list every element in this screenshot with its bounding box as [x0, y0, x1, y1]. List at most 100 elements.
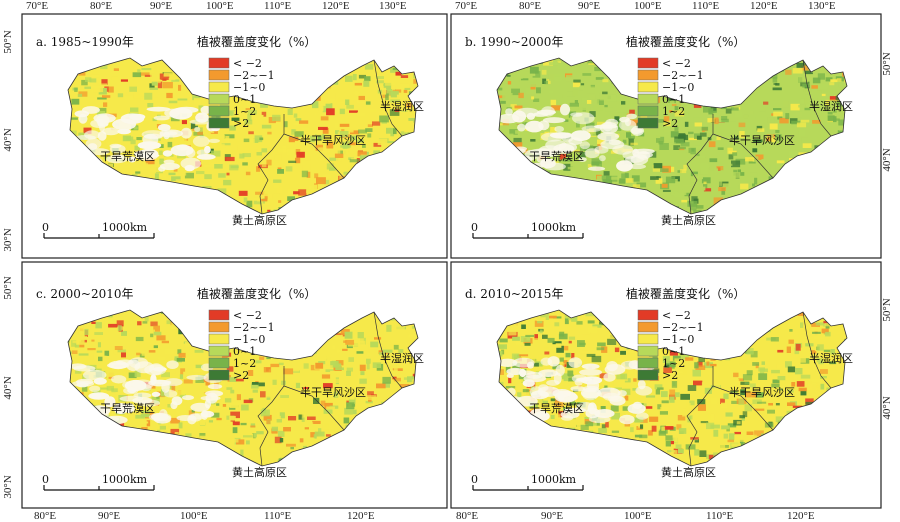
legend-swatch [208, 309, 230, 321]
lon-label: 130°E [379, 0, 407, 12]
lat-label: 50°N [2, 276, 14, 299]
legend-swatch [208, 93, 230, 105]
scale-bar: 0 1000km [42, 473, 155, 491]
panel-title: c. 2000~2010年 [36, 287, 133, 301]
lon-label: 100°E [624, 510, 652, 522]
legend-swatch [637, 81, 659, 93]
legend-label: −2~−1 [662, 69, 704, 82]
legend-label: < −2 [662, 57, 691, 70]
legend-swatch [208, 321, 230, 333]
region-label-arid: 干旱荒漠区 [100, 402, 155, 415]
legend-label: −1~0 [662, 81, 694, 94]
lon-label: 100°E [206, 0, 234, 12]
lon-label: 80°E [456, 510, 478, 522]
legend: 植被覆盖度变化（%） < −2−2~−1−1~00~11~2>2 [197, 286, 316, 382]
legend-label: 0~1 [662, 93, 685, 106]
region-label-semi-arid: 半干旱风沙区 [729, 133, 795, 147]
scale-end: 1000km [531, 221, 577, 234]
region-label-loess: 黄土高原区 [661, 213, 716, 227]
legend-label: >2 [662, 369, 678, 382]
lon-label: 80°E [34, 510, 56, 522]
scale-bar: 0 1000km [42, 221, 155, 239]
legend-swatch [637, 117, 659, 129]
region-label-loess: 黄土高原区 [232, 465, 287, 479]
lon-label: 120°E [322, 0, 350, 12]
legend-label: 0~1 [233, 345, 256, 358]
legend: 植被覆盖度变化（%） < −2−2~−1−1~00~11~2>2 [626, 286, 745, 382]
legend-label: < −2 [233, 57, 262, 70]
subregion-border [712, 133, 774, 179]
legend-label: −2~−1 [233, 321, 275, 334]
lat-label: 30°N [2, 228, 14, 251]
lon-label: 110°E [264, 510, 291, 522]
subregion-border [802, 59, 832, 137]
legend-label: 0~1 [233, 93, 256, 106]
legend-swatch [208, 57, 230, 69]
region-label-loess: 黄土高原区 [232, 213, 287, 227]
scale-end: 1000km [102, 473, 148, 486]
lon-label: 90°E [578, 0, 600, 12]
scale-start: 0 [42, 221, 49, 234]
left-latitude-labels: 50°N 40°N 30°N 50°N 40°N 30°N [2, 30, 14, 498]
legend-swatch [637, 105, 659, 117]
legend-swatch [208, 369, 230, 381]
legend-swatch [637, 309, 659, 321]
legend: 植被覆盖度变化（%） < −2−2~−1−1~00~11~2>2 [197, 34, 316, 130]
subregion-border [373, 311, 403, 389]
lon-label: 90°E [98, 510, 120, 522]
legend-title: 植被覆盖度变化（%） [197, 286, 316, 301]
region-label-semi-humid: 半湿润区 [809, 99, 853, 113]
scale-end: 1000km [102, 221, 148, 234]
region-label-arid: 干旱荒漠区 [529, 402, 584, 415]
legend-label: −2~−1 [233, 69, 275, 82]
lon-label: 130°E [808, 0, 836, 12]
subregion-border [373, 59, 403, 137]
region-label-loess: 黄土高原区 [661, 465, 716, 479]
lat-label: 50°N [881, 52, 893, 75]
scale-start: 0 [471, 221, 478, 234]
lon-label: 90°E [150, 0, 172, 12]
legend-label: 0~1 [662, 345, 685, 358]
legend: 植被覆盖度变化（%） < −2−2~−1−1~00~11~2>2 [626, 34, 745, 130]
right-latitude-labels: 50°N 40°N 50°N 40°N [881, 52, 893, 419]
legend-label: 1~2 [233, 357, 256, 370]
map-panels: a. 1985~1990年干旱荒漠区半干旱风沙区黄土高原区半湿润区植被覆盖度变化… [21, 13, 882, 509]
legend-label: < −2 [233, 309, 262, 322]
bottom-longitude-labels: 80°E 90°E 100°E 110°E 120°E 80°E 90°E 10… [34, 510, 815, 522]
region-label-semi-arid: 半干旱风沙区 [729, 385, 795, 399]
legend-title: 植被覆盖度变化（%） [626, 34, 745, 49]
legend-label: < −2 [662, 309, 691, 322]
region-label-semi-humid: 半湿润区 [809, 351, 853, 365]
legend-swatch [637, 93, 659, 105]
subregion-border [712, 385, 774, 431]
legend-label: −2~−1 [662, 321, 704, 334]
scale-end: 1000km [531, 473, 577, 486]
lat-label: 50°N [881, 298, 893, 321]
region-label-semi-humid: 半湿润区 [380, 99, 424, 113]
legend-label: >2 [233, 369, 249, 382]
lon-label: 70°E [455, 0, 477, 12]
lat-label: 40°N [881, 148, 893, 171]
legend-label: 1~2 [662, 105, 685, 118]
lat-label: 40°N [881, 396, 893, 419]
lon-label: 120°E [347, 510, 375, 522]
lon-label: 90°E [541, 510, 563, 522]
lon-label: 110°E [706, 510, 733, 522]
legend-swatch [637, 57, 659, 69]
legend-title: 植被覆盖度变化（%） [626, 286, 745, 301]
lon-label: 100°E [180, 510, 208, 522]
subregion-border [802, 311, 832, 389]
legend-label: >2 [233, 117, 249, 130]
scale-start: 0 [42, 473, 49, 486]
region-label-arid: 干旱荒漠区 [100, 150, 155, 163]
legend-title: 植被覆盖度变化（%） [197, 34, 316, 49]
legend-swatch [637, 69, 659, 81]
region-label-semi-humid: 半湿润区 [380, 351, 424, 365]
legend-label: −1~0 [233, 81, 265, 94]
scale-bar: 0 1000km [471, 473, 584, 491]
scale-bar: 0 1000km [471, 221, 584, 239]
subregion-border [283, 385, 345, 431]
legend-swatch [208, 345, 230, 357]
